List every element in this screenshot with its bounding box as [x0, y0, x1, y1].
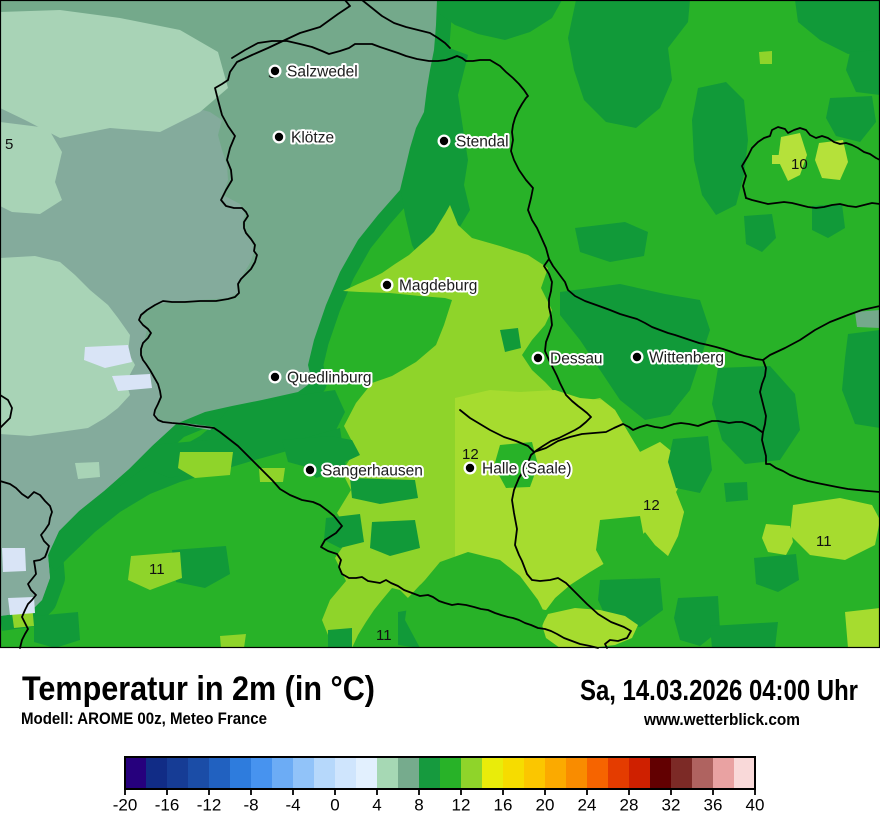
svg-text:-20: -20 [113, 796, 138, 815]
svg-text:20: 20 [536, 796, 555, 815]
svg-text:Temperatur in 2m (in °C): Temperatur in 2m (in °C) [22, 670, 375, 708]
svg-text:-12: -12 [197, 796, 222, 815]
svg-text:-8: -8 [243, 796, 258, 815]
svg-text:www.wetterblick.com: www.wetterblick.com [643, 711, 800, 729]
svg-text:Halle (Saale): Halle (Saale) [482, 461, 572, 478]
svg-text:4: 4 [372, 796, 381, 815]
svg-text:10: 10 [791, 156, 808, 173]
svg-text:28: 28 [620, 796, 639, 815]
svg-text:0: 0 [330, 796, 339, 815]
svg-text:12: 12 [452, 796, 471, 815]
svg-text:Sa, 14.03.2026 04:00 Uhr: Sa, 14.03.2026 04:00 Uhr [580, 675, 858, 707]
svg-text:Klötze: Klötze [291, 130, 334, 147]
svg-text:16: 16 [494, 796, 513, 815]
svg-text:32: 32 [662, 796, 681, 815]
svg-text:Magdeburg: Magdeburg [399, 278, 477, 295]
svg-text:8: 8 [414, 796, 423, 815]
svg-text:Sangerhausen: Sangerhausen [322, 463, 423, 480]
svg-text:11: 11 [149, 561, 165, 578]
svg-text:Salzwedel: Salzwedel [287, 64, 358, 81]
svg-text:12: 12 [643, 497, 660, 514]
svg-text:11: 11 [816, 533, 832, 550]
svg-text:Dessau: Dessau [550, 351, 603, 368]
svg-text:40: 40 [746, 796, 765, 815]
svg-text:Modell: AROME 00z, Meteo Franc: Modell: AROME 00z, Meteo France [21, 710, 267, 728]
svg-text:Stendal: Stendal [456, 134, 509, 151]
svg-text:12: 12 [462, 446, 479, 463]
svg-text:36: 36 [704, 796, 723, 815]
svg-text:-16: -16 [155, 796, 180, 815]
svg-text:24: 24 [578, 796, 597, 815]
svg-text:-4: -4 [285, 796, 300, 815]
svg-text:5: 5 [5, 136, 13, 153]
svg-text:Quedlinburg: Quedlinburg [287, 370, 371, 387]
svg-text:Wittenberg: Wittenberg [649, 350, 724, 367]
svg-text:11: 11 [376, 627, 392, 644]
